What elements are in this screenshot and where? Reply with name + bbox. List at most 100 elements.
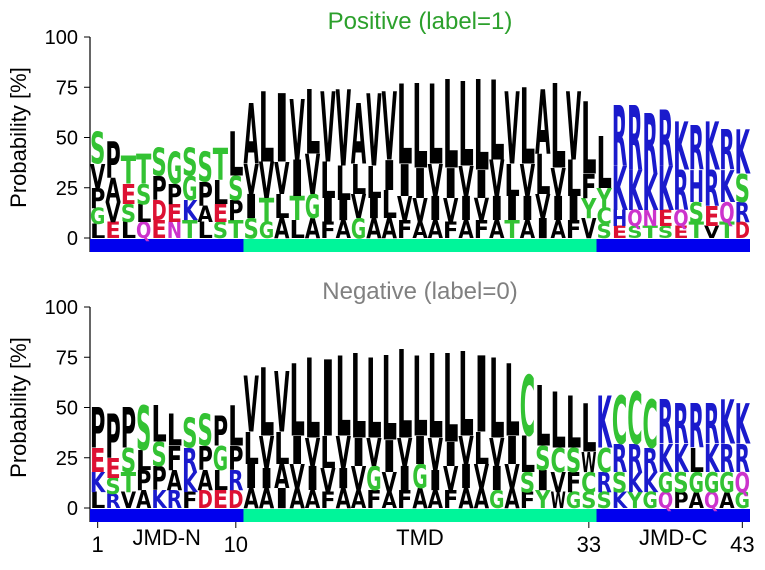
logo-letter: G bbox=[305, 187, 320, 226]
logo-letter: I bbox=[566, 189, 581, 228]
logo-letter: L bbox=[382, 182, 397, 227]
logo-letter: I bbox=[489, 189, 504, 228]
logo-letter: R bbox=[735, 436, 751, 481]
logo-letter: G bbox=[689, 467, 704, 499]
y-tick-label: 50 bbox=[56, 128, 78, 150]
logo-letter: L bbox=[136, 200, 151, 229]
x-tick-label: 43 bbox=[730, 532, 754, 557]
logo-letter: K bbox=[704, 436, 720, 481]
logo-letter: P bbox=[167, 179, 182, 211]
logo-letter: L bbox=[90, 489, 105, 515]
logo-letter: A bbox=[351, 486, 367, 515]
logo-letter: I bbox=[320, 191, 335, 230]
logo-letter: V bbox=[259, 153, 275, 210]
logo-letter: L bbox=[197, 219, 212, 245]
logo-letter: V bbox=[290, 457, 305, 496]
logo-letter: L bbox=[428, 62, 443, 190]
logo-letter: V bbox=[458, 428, 474, 473]
logo-letter: F bbox=[320, 489, 335, 515]
logo-letter: R bbox=[228, 465, 243, 497]
logo-letter: R bbox=[673, 160, 688, 224]
logo-letter: P bbox=[121, 398, 136, 462]
logo-letter: I bbox=[336, 463, 351, 495]
logo-letter: E bbox=[121, 179, 136, 211]
logo-letter: V bbox=[290, 82, 306, 179]
logo-letter: G bbox=[213, 439, 228, 478]
logo-letter: A bbox=[274, 457, 289, 496]
logo-letter: V bbox=[366, 74, 381, 189]
logo-letter: L bbox=[489, 336, 504, 464]
logo-letter: T bbox=[121, 148, 137, 193]
logo-letter: S bbox=[151, 140, 166, 185]
logo-letter: S bbox=[535, 439, 550, 478]
logo-letter: S bbox=[612, 467, 627, 499]
logo-letter: A bbox=[305, 213, 320, 245]
logo-letter: V bbox=[397, 430, 413, 475]
logo-letter: D bbox=[151, 195, 166, 227]
logo-letter: Y bbox=[595, 183, 612, 215]
logo-letter: T bbox=[643, 223, 659, 242]
logo-letter: S bbox=[597, 220, 612, 243]
logo-letter: E bbox=[673, 223, 688, 242]
logo-letter: I bbox=[474, 334, 489, 456]
logo-letter: S bbox=[673, 467, 688, 499]
logo-letter: N bbox=[167, 219, 182, 245]
logo-letter: I bbox=[412, 161, 427, 209]
logo-letter: R bbox=[643, 441, 659, 480]
logo-letter: T bbox=[290, 189, 306, 228]
logo-letter: V bbox=[382, 467, 397, 499]
logo-letter: P bbox=[673, 489, 688, 515]
logo-letter: E bbox=[213, 486, 228, 515]
logo-letter: A bbox=[382, 213, 397, 245]
logo-letter: P bbox=[136, 465, 151, 497]
logo-letter: A bbox=[105, 171, 120, 210]
logo-letter: A bbox=[167, 465, 182, 497]
logo-letter: L bbox=[412, 334, 427, 462]
logo-letter: A bbox=[382, 489, 398, 515]
x-tick-label: 1 bbox=[92, 532, 104, 557]
logo-letter: L bbox=[259, 348, 274, 458]
logo-letter: R bbox=[627, 88, 642, 191]
logo-letter: S bbox=[658, 223, 673, 242]
logo-letter: P bbox=[197, 175, 212, 214]
logo-letter: F bbox=[474, 216, 489, 245]
logo-letter: R bbox=[612, 436, 628, 481]
logo-letter: A bbox=[336, 216, 352, 245]
logo-letter: C bbox=[597, 205, 612, 231]
y-tick-label: 75 bbox=[56, 77, 78, 99]
logo-letter: L bbox=[136, 445, 151, 477]
logo-letter: L bbox=[597, 123, 612, 206]
logo-letter: I bbox=[243, 457, 258, 496]
logo-letter: L bbox=[213, 173, 228, 212]
logo-letter: E bbox=[105, 453, 120, 485]
logo-letter: P bbox=[151, 459, 166, 498]
logo-letter: Y bbox=[626, 489, 643, 515]
logo-letter: A bbox=[305, 486, 321, 515]
logo-letter: G bbox=[643, 489, 658, 515]
logo-letter: G bbox=[735, 489, 750, 515]
logo-letter: Q bbox=[735, 467, 750, 499]
logo-letter: P bbox=[105, 133, 120, 190]
logo-letter: S bbox=[735, 166, 750, 211]
logo-letter: E bbox=[90, 441, 105, 480]
logo-letter: E bbox=[612, 223, 627, 242]
logo-letter: V bbox=[535, 187, 550, 226]
logo-letter: L bbox=[474, 54, 489, 199]
logo-letter: F bbox=[443, 486, 458, 515]
logo-letter: K bbox=[673, 436, 689, 481]
logo-letter: V bbox=[351, 187, 366, 226]
logo-letter: S bbox=[136, 395, 151, 465]
logo-letter: V bbox=[504, 72, 519, 187]
logo-letter: S bbox=[597, 489, 612, 515]
logo-letter: L bbox=[320, 426, 335, 478]
logo-letter: I bbox=[428, 189, 443, 228]
logo-letter: Q bbox=[658, 489, 673, 515]
logo-letter: S bbox=[520, 467, 535, 499]
logo-letter: L bbox=[121, 219, 136, 245]
y-tick-label: 0 bbox=[67, 228, 78, 250]
logo-letter: P bbox=[90, 398, 105, 462]
logo-letter: V bbox=[412, 191, 427, 230]
logo-letter: F bbox=[566, 216, 581, 245]
logo-letter: T bbox=[719, 219, 735, 245]
logo-letter: I bbox=[412, 428, 427, 473]
